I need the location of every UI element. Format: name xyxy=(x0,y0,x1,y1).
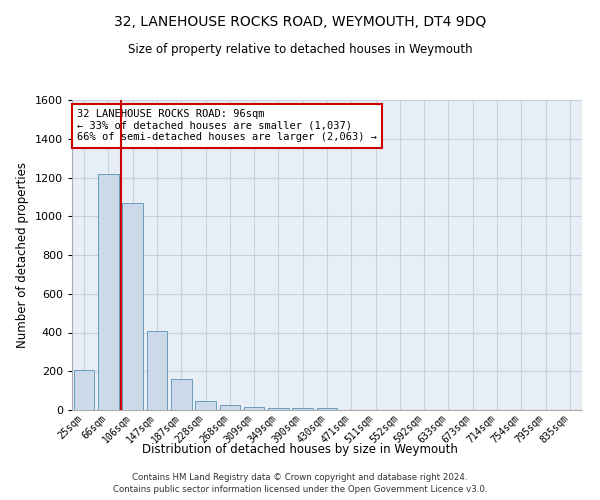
Text: 32 LANEHOUSE ROCKS ROAD: 96sqm
← 33% of detached houses are smaller (1,037)
66% : 32 LANEHOUSE ROCKS ROAD: 96sqm ← 33% of … xyxy=(77,110,377,142)
Text: Size of property relative to detached houses in Weymouth: Size of property relative to detached ho… xyxy=(128,42,472,56)
Bar xyxy=(268,408,289,410)
Bar xyxy=(317,408,337,410)
Bar xyxy=(195,402,216,410)
Bar xyxy=(146,330,167,410)
Bar xyxy=(244,406,265,410)
Bar xyxy=(98,174,119,410)
Bar xyxy=(171,379,191,410)
Text: Contains HM Land Registry data © Crown copyright and database right 2024.: Contains HM Land Registry data © Crown c… xyxy=(132,472,468,482)
Text: Contains public sector information licensed under the Open Government Licence v3: Contains public sector information licen… xyxy=(113,485,487,494)
Bar xyxy=(122,202,143,410)
Bar xyxy=(292,408,313,410)
Text: Distribution of detached houses by size in Weymouth: Distribution of detached houses by size … xyxy=(142,442,458,456)
Bar xyxy=(74,370,94,410)
Y-axis label: Number of detached properties: Number of detached properties xyxy=(16,162,29,348)
Text: 32, LANEHOUSE ROCKS ROAD, WEYMOUTH, DT4 9DQ: 32, LANEHOUSE ROCKS ROAD, WEYMOUTH, DT4 … xyxy=(114,15,486,29)
Bar xyxy=(220,405,240,410)
